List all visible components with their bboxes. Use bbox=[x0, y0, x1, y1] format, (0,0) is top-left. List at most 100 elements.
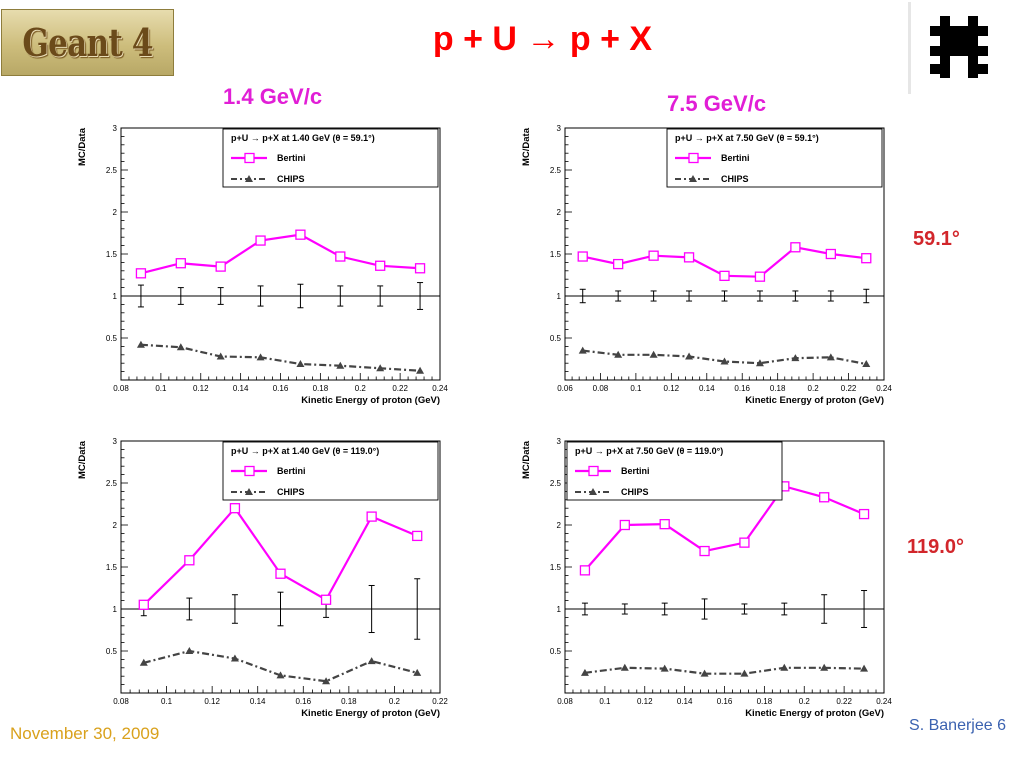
data-error-bar bbox=[337, 285, 344, 307]
x-tick-label: 0.16 bbox=[734, 384, 750, 393]
plot-7-5gev-59deg: 0.5 1 1.5 2 2.5 3 0.06 0.08 0.1 0.12 0.14 0.16 0.18 0… bbox=[512, 118, 892, 408]
data-error-bar bbox=[781, 602, 788, 616]
x-tick-label: 0.22 bbox=[836, 697, 852, 706]
chips-point bbox=[862, 360, 871, 368]
legend-title: p+U → p+X at 7.50 GeV (θ = 119.0°) bbox=[575, 446, 723, 456]
chips-point bbox=[720, 357, 729, 365]
chips-point bbox=[136, 340, 145, 348]
y-tick-label: 1.5 bbox=[550, 563, 562, 572]
column-label-1-4-gev: 1.4 GeV/c bbox=[223, 84, 323, 109]
y-tick-label: 0.5 bbox=[550, 647, 562, 656]
chips-point bbox=[413, 668, 422, 676]
x-tick-label: 0.06 bbox=[557, 384, 573, 393]
y-axis-title: MC/Data bbox=[77, 127, 88, 166]
chips-point bbox=[700, 669, 709, 677]
chips-point bbox=[578, 346, 587, 354]
chips-point bbox=[230, 654, 239, 662]
bertini-point bbox=[577, 251, 588, 262]
chips-point bbox=[791, 354, 800, 362]
legend-chips-label: CHIPS bbox=[721, 174, 749, 184]
x-tick-label: 0.08 bbox=[593, 384, 609, 393]
y-tick-label: 1.5 bbox=[106, 250, 118, 259]
bertini-point bbox=[335, 251, 346, 262]
plot-7-5gev-119deg: 0.5 1 1.5 2 2.5 3 0.08 0.1 0.12 0.14 0.16 0.18 0.2 0.… bbox=[512, 431, 892, 721]
legend-bertini-marker bbox=[688, 152, 699, 164]
slide-title: p + U → p + X bbox=[432, 20, 653, 58]
data-error-bar bbox=[650, 290, 657, 302]
y-tick-label: 3 bbox=[113, 437, 118, 446]
x-tick-label: 0.24 bbox=[876, 697, 892, 706]
chips-point bbox=[620, 663, 629, 671]
legend-bertini-label: Bertini bbox=[277, 153, 306, 163]
x-tick-label: 0.2 bbox=[799, 697, 811, 706]
x-tick-label: 0.12 bbox=[204, 697, 220, 706]
bertini-point bbox=[861, 253, 872, 264]
x-tick-label: 0.12 bbox=[193, 384, 209, 393]
data-error-bar bbox=[257, 285, 264, 307]
bertini-point bbox=[135, 268, 147, 279]
chips-line bbox=[582, 349, 867, 366]
data-error-bar bbox=[861, 590, 868, 628]
x-axis-title: Kinetic Energy of proton (GeV) bbox=[301, 708, 440, 719]
y-tick-label: 1.5 bbox=[106, 563, 118, 572]
plot-1-4gev-119deg: 0.5 1 1.5 2 2.5 3 0.08 0.1 0.12 0.14 0.16 0.18 0.2 0.… bbox=[68, 431, 448, 721]
bertini-point bbox=[683, 252, 695, 263]
chips-point bbox=[826, 353, 835, 361]
chips-point bbox=[322, 677, 331, 685]
y-tick-label: 2.5 bbox=[550, 479, 562, 488]
data-error-bar bbox=[217, 287, 224, 305]
y-tick-label: 3 bbox=[557, 437, 562, 446]
bertini-line bbox=[140, 233, 421, 275]
chips-point bbox=[649, 350, 658, 358]
data-error-bar bbox=[417, 282, 424, 310]
data-error-bar bbox=[741, 603, 748, 615]
data-error-bar bbox=[621, 603, 628, 615]
x-tick-label: 0.12 bbox=[637, 697, 653, 706]
data-error-bar bbox=[277, 591, 284, 627]
chips-point bbox=[685, 352, 694, 360]
x-tick-label: 0.2 bbox=[355, 384, 367, 393]
y-tick-label: 1.5 bbox=[550, 250, 562, 259]
header-divider bbox=[908, 2, 911, 94]
bertini-point bbox=[699, 545, 710, 557]
bertini-point bbox=[184, 555, 195, 566]
data-error-bar bbox=[231, 594, 238, 624]
x-tick-label: 0.14 bbox=[250, 697, 266, 706]
x-tick-label: 0.16 bbox=[273, 384, 289, 393]
bertini-point bbox=[659, 519, 670, 530]
bertini-point bbox=[613, 258, 624, 270]
bertini-point bbox=[579, 565, 591, 576]
chips-point bbox=[176, 343, 185, 351]
legend-bertini-marker bbox=[588, 465, 599, 477]
y-tick-label: 1 bbox=[113, 292, 118, 301]
y-tick-label: 0.5 bbox=[106, 334, 118, 343]
data-error-bar bbox=[863, 288, 870, 304]
legend-chips-marker bbox=[589, 488, 597, 495]
x-tick-label: 0.18 bbox=[313, 384, 329, 393]
x-axis-title: Kinetic Energy of proton (GeV) bbox=[745, 395, 884, 406]
x-tick-label: 0.24 bbox=[876, 384, 892, 393]
bertini-point bbox=[619, 519, 630, 531]
y-tick-label: 0.5 bbox=[106, 647, 118, 656]
chips-point bbox=[185, 647, 194, 654]
chips-point bbox=[367, 657, 376, 665]
y-axis-title: MC/Data bbox=[521, 127, 532, 166]
data-error-bar bbox=[581, 602, 588, 616]
chips-point bbox=[416, 366, 425, 374]
chips-point bbox=[820, 663, 829, 671]
bertini-point bbox=[275, 568, 286, 579]
x-tick-label: 0.2 bbox=[389, 697, 401, 706]
data-error-bar bbox=[827, 290, 834, 302]
y-axis-title: MC/Data bbox=[521, 440, 532, 479]
bertini-point bbox=[295, 229, 306, 240]
y-tick-label: 2 bbox=[113, 521, 118, 530]
bertini-point bbox=[825, 248, 836, 260]
bertini-point bbox=[412, 530, 423, 542]
legend-chips-label: CHIPS bbox=[277, 487, 305, 497]
y-tick-label: 2.5 bbox=[106, 479, 118, 488]
bertini-point bbox=[255, 235, 266, 246]
chips-line bbox=[584, 666, 865, 675]
bertini-point bbox=[739, 537, 750, 548]
bertini-point bbox=[414, 263, 426, 274]
x-tick-label: 0.14 bbox=[233, 384, 249, 393]
